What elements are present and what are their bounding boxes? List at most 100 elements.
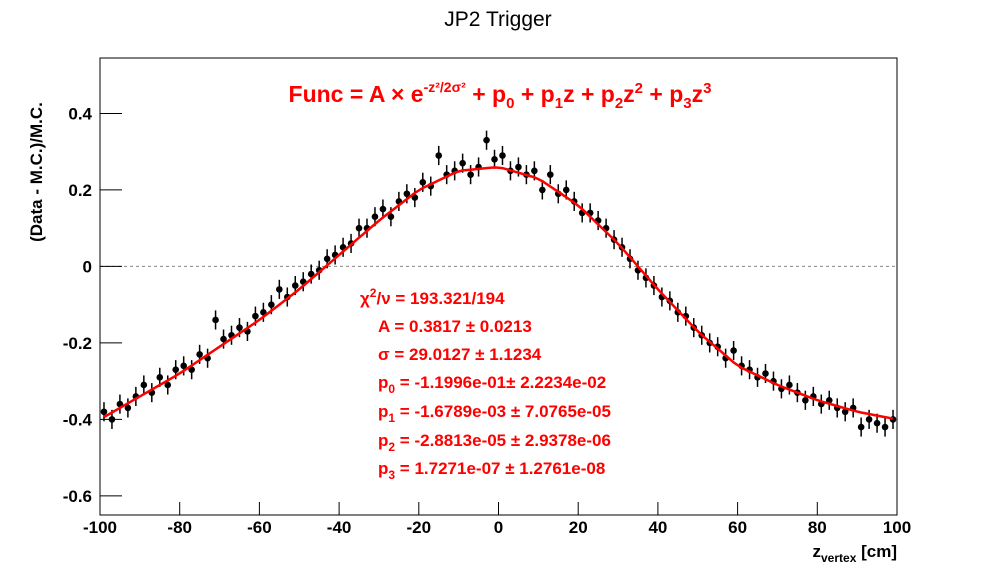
stat-chi2: χ2/ν = 193.321/194 <box>360 286 505 308</box>
stat-a: A = 0.3817 ± 0.0213 <box>378 317 532 336</box>
formula-part: + p <box>643 81 683 107</box>
data-point <box>236 324 243 331</box>
data-point <box>786 381 793 389</box>
formula-sup: 3 <box>703 80 711 97</box>
x-tick-label: -40 <box>327 518 352 537</box>
data-point <box>252 312 259 320</box>
data-point <box>467 171 474 178</box>
stat-part: = -2.8813e-05 ± 2.9378e-06 <box>395 431 611 450</box>
stat-p1: p1 = -1.6789e-03 ± 7.0765e-05 <box>378 402 611 425</box>
data-point <box>276 286 283 293</box>
stat-part: p <box>378 459 388 478</box>
data-point <box>802 396 809 404</box>
stat-sigma: σ = 29.0127 ± 1.1234 <box>378 345 542 364</box>
data-point <box>403 190 411 198</box>
formula-part: z <box>692 81 704 107</box>
formula-sub: 0 <box>506 95 514 112</box>
data-point <box>562 186 570 194</box>
stat-sub: 3 <box>388 468 395 482</box>
data-point <box>172 366 180 373</box>
stat-part: p <box>378 373 388 392</box>
formula-sup: 2 <box>635 80 643 97</box>
y-tick-label: -0.2 <box>63 334 92 353</box>
formula-part: + p <box>466 81 506 107</box>
chart-title: JP2 Trigger <box>444 8 551 31</box>
y-tick-label: 0 <box>83 257 92 276</box>
formula-sup: -z²/2σ² <box>424 79 467 95</box>
y-tick-label: -0.6 <box>63 487 92 506</box>
data-point <box>841 408 849 416</box>
x-tick-label: 100 <box>883 518 911 537</box>
data-point <box>164 381 172 389</box>
stat-part: = 1.7271e-07 ± 1.2761e-08 <box>395 459 605 478</box>
data-point <box>762 370 769 377</box>
data-point <box>387 213 395 221</box>
data-point <box>379 205 387 213</box>
stat-p3: p3 = 1.7271e-07 ± 1.2761e-08 <box>378 459 605 482</box>
data-point <box>355 224 363 232</box>
x-tick-label: -20 <box>407 518 432 537</box>
fit-stats: χ2/ν = 193.321/194 A = 0.3817 ± 0.0213 σ… <box>360 286 611 482</box>
x-tick-label: 80 <box>808 518 827 537</box>
data-point <box>459 159 466 167</box>
data-point <box>268 301 275 308</box>
data-point <box>180 362 187 370</box>
stat-part: p <box>378 402 388 421</box>
data-point <box>865 416 873 423</box>
formula-part: + p <box>514 81 554 107</box>
y-tick-label: 0.2 <box>68 181 92 200</box>
data-point <box>873 419 881 427</box>
data-point <box>419 178 427 186</box>
stat-sub: 0 <box>388 382 395 396</box>
data-point <box>124 404 132 412</box>
stat-part: = -1.1996e-01± 2.2234e-02 <box>395 373 606 392</box>
x-label-sub: vertex <box>821 551 857 565</box>
data-point <box>531 167 538 175</box>
data-point <box>196 351 203 358</box>
data-point <box>491 156 498 163</box>
x-tick-label: 60 <box>728 518 747 537</box>
formula-sub: 2 <box>615 95 623 112</box>
data-point <box>730 347 737 354</box>
data-point <box>515 163 522 171</box>
y-tick-label: -0.4 <box>63 410 93 429</box>
data-point <box>100 408 108 416</box>
stat-p2: p2 = -2.8813e-05 ± 2.9378e-06 <box>378 431 611 454</box>
stat-part: = -1.6789e-03 ± 7.0765e-05 <box>395 402 611 421</box>
x-tick-label: -80 <box>167 518 192 537</box>
stat-part: χ <box>360 289 370 308</box>
data-point <box>220 335 227 343</box>
x-label-main: z <box>813 542 822 561</box>
x-tick-label: -60 <box>247 518 272 537</box>
data-point <box>307 270 315 278</box>
data-point <box>212 316 219 324</box>
data-point <box>499 152 506 159</box>
data-point <box>291 282 299 289</box>
formula-part: Func = A × e <box>289 81 424 107</box>
x-label-unit: [cm] <box>856 542 897 561</box>
stat-part: /ν = 193.321/194 <box>376 289 505 308</box>
y-axis-label: (Data - M.C.)/M.C. <box>27 102 46 242</box>
data-point <box>547 171 554 178</box>
stat-sub: 2 <box>388 440 395 454</box>
data-point <box>323 255 331 263</box>
x-axis-label: zvertex [cm] <box>813 542 898 565</box>
data-point <box>435 152 443 159</box>
x-tick-label: 40 <box>648 518 667 537</box>
x-tick-label: 0 <box>494 518 503 537</box>
data-point <box>411 194 419 201</box>
y-tick-label: 0.4 <box>68 104 92 123</box>
x-tick-label: -100 <box>83 518 117 537</box>
data-point <box>881 423 889 431</box>
formula-part: z <box>623 81 635 107</box>
fit-curve <box>103 166 894 420</box>
formula-sub: 3 <box>683 95 691 112</box>
data-point <box>260 309 267 316</box>
data-point <box>140 381 148 389</box>
formula-sub: 1 <box>555 95 563 112</box>
data-point <box>371 213 379 221</box>
stat-p0: p0 = -1.1996e-01± 2.2234e-02 <box>378 373 606 396</box>
stat-sup: 2 <box>370 286 377 300</box>
